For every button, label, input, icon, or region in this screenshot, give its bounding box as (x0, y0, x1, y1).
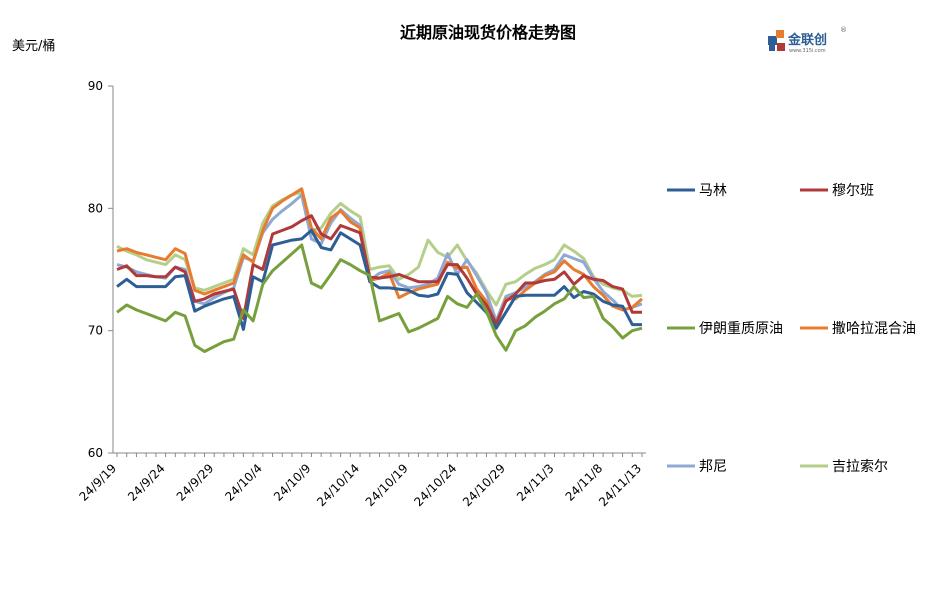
x-tick-label: 24/10/19 (363, 461, 411, 509)
logo-text: 金联创 (787, 32, 827, 48)
x-tick-label: 24/9/29 (174, 461, 217, 504)
series-line-6 (116, 190, 643, 307)
legend-label: 穆尔班 (832, 183, 874, 199)
y-tick-label: 90 (88, 79, 103, 93)
series-line-1 (116, 228, 642, 331)
series-line-2 (116, 214, 642, 325)
y-tick-label: 80 (88, 201, 103, 215)
series-lines (116, 187, 643, 353)
logo: 金联创 www.315i.com ® (768, 26, 847, 54)
series-line-3 (116, 243, 643, 353)
y-tick-label: 70 (88, 324, 103, 338)
x-tick-label: 24/10/9 (271, 461, 314, 504)
y-tick-label: 60 (88, 446, 103, 460)
series-line-5 (116, 193, 643, 323)
x-tick-label: 24/11/3 (514, 461, 557, 504)
legend-label: 撒哈拉混合油 (832, 321, 916, 337)
legend-label: 邦尼 (699, 459, 727, 475)
chart-title: 近期原油现货价格走势图 (400, 23, 576, 42)
legend-label: 吉拉索尔 (832, 458, 888, 475)
x-tick-label: 24/10/29 (460, 461, 508, 509)
x-tick-label: 24/10/24 (411, 461, 459, 509)
x-tick-label: 24/9/24 (125, 461, 168, 504)
x-tick-label: 24/9/19 (77, 461, 120, 504)
y-unit-label: 美元/桶 (12, 39, 55, 54)
logo-mark-icon (768, 30, 785, 51)
legend-label: 马林 (699, 183, 727, 199)
x-tick-label: 24/10/14 (314, 461, 362, 509)
x-tick-label: 24/10/4 (222, 461, 265, 504)
legend-label: 伊朗重质原油 (699, 321, 783, 337)
x-tick-label: 24/11/13 (596, 461, 644, 509)
logo-registered-mark: ® (840, 26, 847, 34)
logo-url: www.315i.com (789, 48, 826, 54)
